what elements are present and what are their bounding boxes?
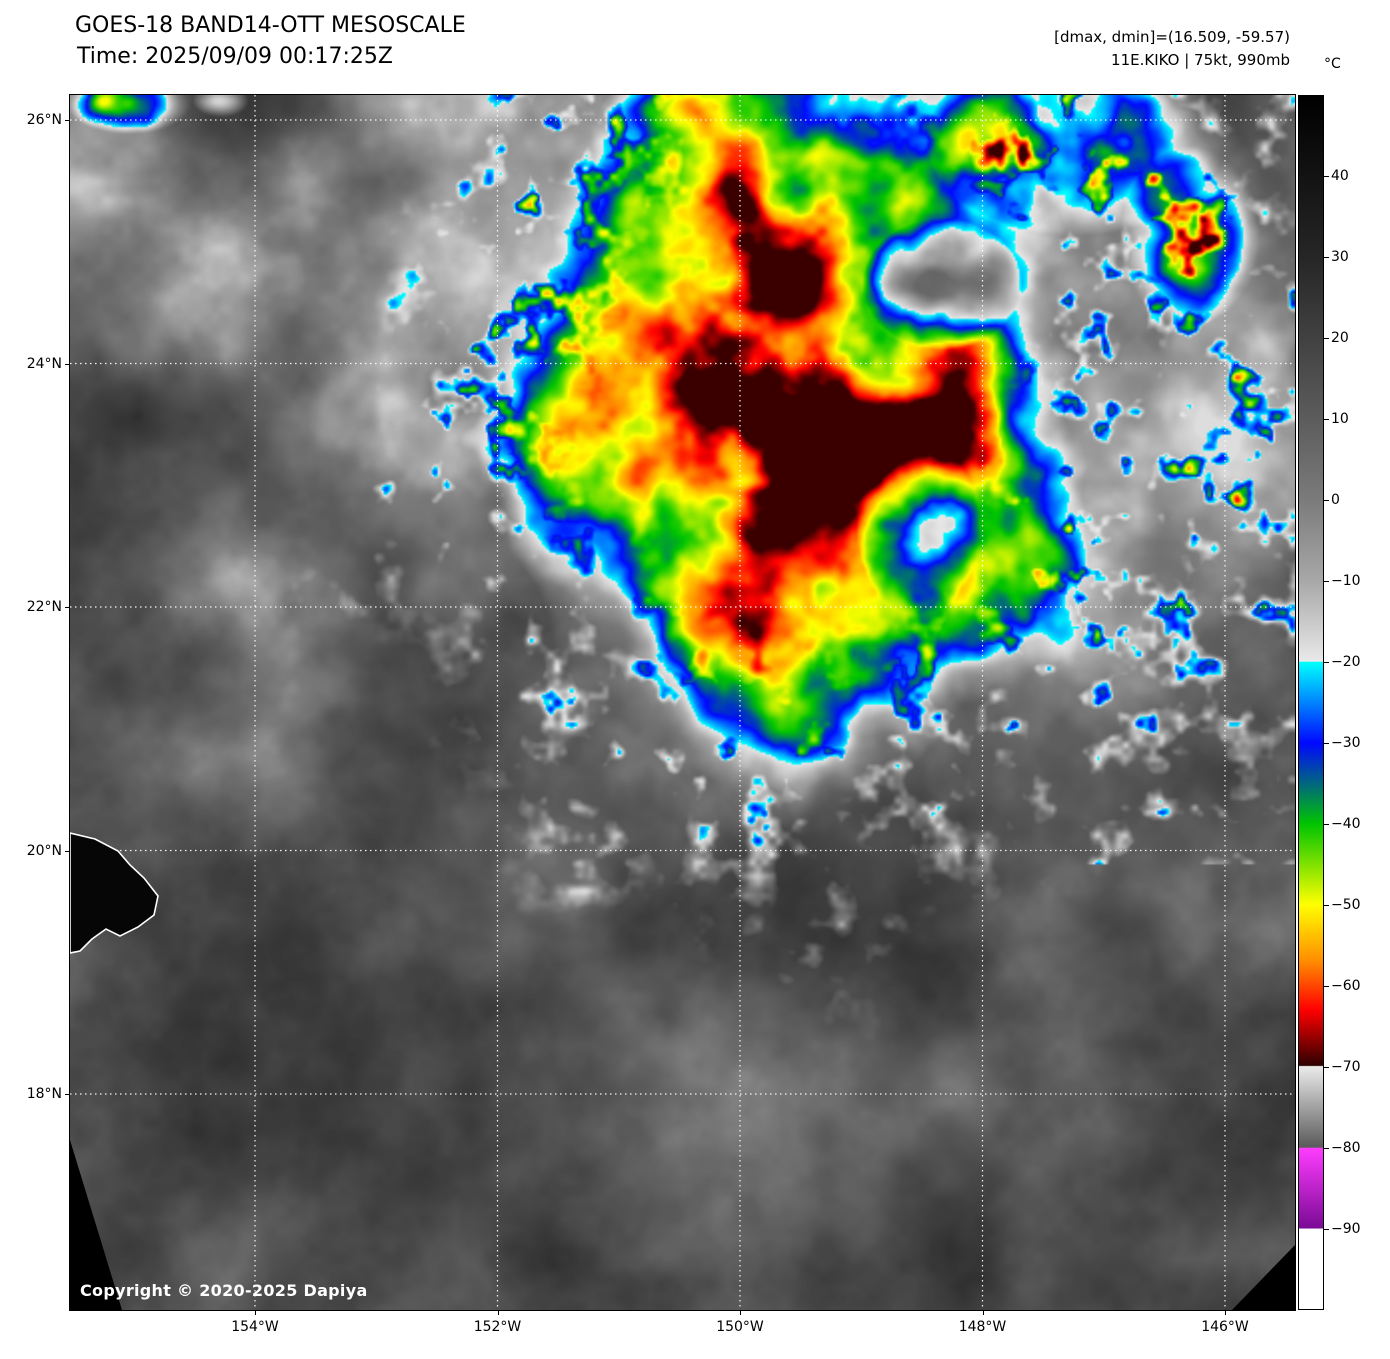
lon-tick-mark <box>1225 1310 1226 1315</box>
colorbar-tick-mark <box>1324 662 1329 663</box>
colorbar-tick-label: −60 <box>1331 978 1361 994</box>
time-label: Time: 2025/09/09 00:17:25Z <box>77 44 393 69</box>
hawaii-coastline <box>70 832 159 954</box>
lat-tick-mark <box>65 363 70 365</box>
lon-tick-mark <box>740 1310 741 1315</box>
lat-axis-label: 20°N <box>26 842 62 859</box>
data-edge-wedge <box>1232 1245 1295 1310</box>
data-edge-wedge <box>70 1140 122 1310</box>
lat-tick-mark <box>65 1094 70 1095</box>
lon-axis-label: 148°W <box>958 1319 1007 1335</box>
grid-overlay <box>70 95 1295 1310</box>
colorbar-tick-mark <box>1324 986 1329 987</box>
colorbar-tick-mark <box>1324 1229 1329 1230</box>
lon-axis-label: 154°W <box>231 1319 279 1335</box>
colorbar-tick-mark <box>1324 1148 1329 1149</box>
lon-axis-label: 150°W <box>716 1319 764 1335</box>
lat-tick-mark <box>65 607 70 608</box>
colorbar-tick-label: −90 <box>1331 1221 1361 1237</box>
colorbar-tick-mark <box>1324 1067 1329 1068</box>
lon-tick-mark <box>255 1310 256 1315</box>
colorbar-tick-mark <box>1324 824 1329 825</box>
copyright-label: Copyright © 2020-2025 Dapiya <box>80 1281 368 1300</box>
celsius-unit-label: °C <box>1324 56 1341 72</box>
colorbar-tick-label: −30 <box>1331 735 1361 751</box>
lon-tick-mark <box>982 1310 984 1315</box>
colorbar-tick-label: −40 <box>1331 816 1361 832</box>
lon-tick-mark <box>497 1310 499 1315</box>
storm-info-label: 11E.KIKO | 75kt, 990mb <box>1111 51 1290 69</box>
lat-axis-label: 24°N <box>26 355 62 372</box>
lon-axis-label: 152°W <box>473 1319 522 1335</box>
colorbar-tick-label: 10 <box>1331 411 1349 427</box>
satellite-canvas <box>70 95 1295 1310</box>
colorbar <box>1298 95 1324 1310</box>
colorbar-tick-label: 40 <box>1331 168 1349 184</box>
colorbar-tick-label: −70 <box>1331 1059 1361 1075</box>
colorbar-tick-mark <box>1324 338 1329 339</box>
colorbar-tick-label: −20 <box>1331 654 1361 670</box>
colorbar-tick-mark <box>1324 500 1329 501</box>
colorbar-tick-mark <box>1324 743 1329 744</box>
lat-tick-mark <box>65 850 70 852</box>
lon-axis-label: 146°W <box>1201 1319 1249 1335</box>
lat-axis-label: 22°N <box>26 599 62 615</box>
colorbar-tick-label: 20 <box>1331 330 1349 346</box>
colorbar-tick-mark <box>1324 176 1329 177</box>
colorbar-tick-mark <box>1324 257 1329 258</box>
colorbar-tick-label: −80 <box>1331 1140 1361 1156</box>
colorbar-tick-mark <box>1324 581 1329 582</box>
colorbar-tick-label: −50 <box>1331 897 1361 913</box>
colorbar-tick-mark <box>1324 905 1329 906</box>
dmax-dmin-label: [dmax, dmin]=(16.509, -59.57) <box>1054 28 1290 46</box>
colorbar-tick-label: 0 <box>1331 492 1340 508</box>
lat-axis-label: 26°N <box>26 112 62 128</box>
satellite-map: Copyright © 2020-2025 Dapiya <box>69 94 1296 1311</box>
colorbar-tick-mark <box>1324 419 1329 420</box>
lat-tick-mark <box>65 120 70 121</box>
lat-axis-label: 18°N <box>26 1086 62 1102</box>
page-title: GOES-18 BAND14-OTT MESOSCALE <box>75 13 466 38</box>
colorbar-tick-label: −10 <box>1331 573 1361 589</box>
colorbar-tick-label: 30 <box>1331 249 1349 265</box>
